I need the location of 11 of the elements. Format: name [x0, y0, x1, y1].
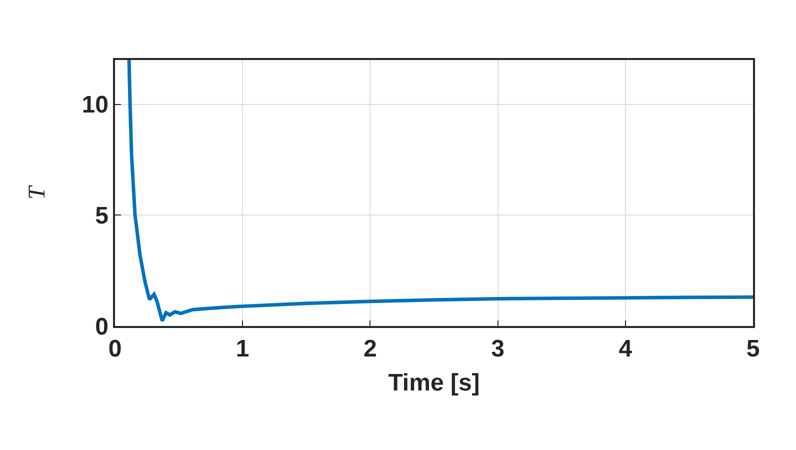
y-tick-label: 10	[82, 92, 108, 119]
x-axis-title: Time [s]	[388, 369, 480, 396]
y-tick-label: 5	[95, 202, 108, 230]
x-tick-label: 1	[236, 336, 250, 363]
y-tick-label: 0	[95, 313, 108, 340]
y-axis-title: T	[24, 184, 50, 200]
x-tick-label: 2	[364, 336, 377, 363]
x-tick-label: 5	[746, 336, 760, 363]
line-series	[127, 60, 753, 323]
x-tick-label: 4	[618, 336, 633, 363]
x-tick-label: 3	[491, 336, 504, 363]
